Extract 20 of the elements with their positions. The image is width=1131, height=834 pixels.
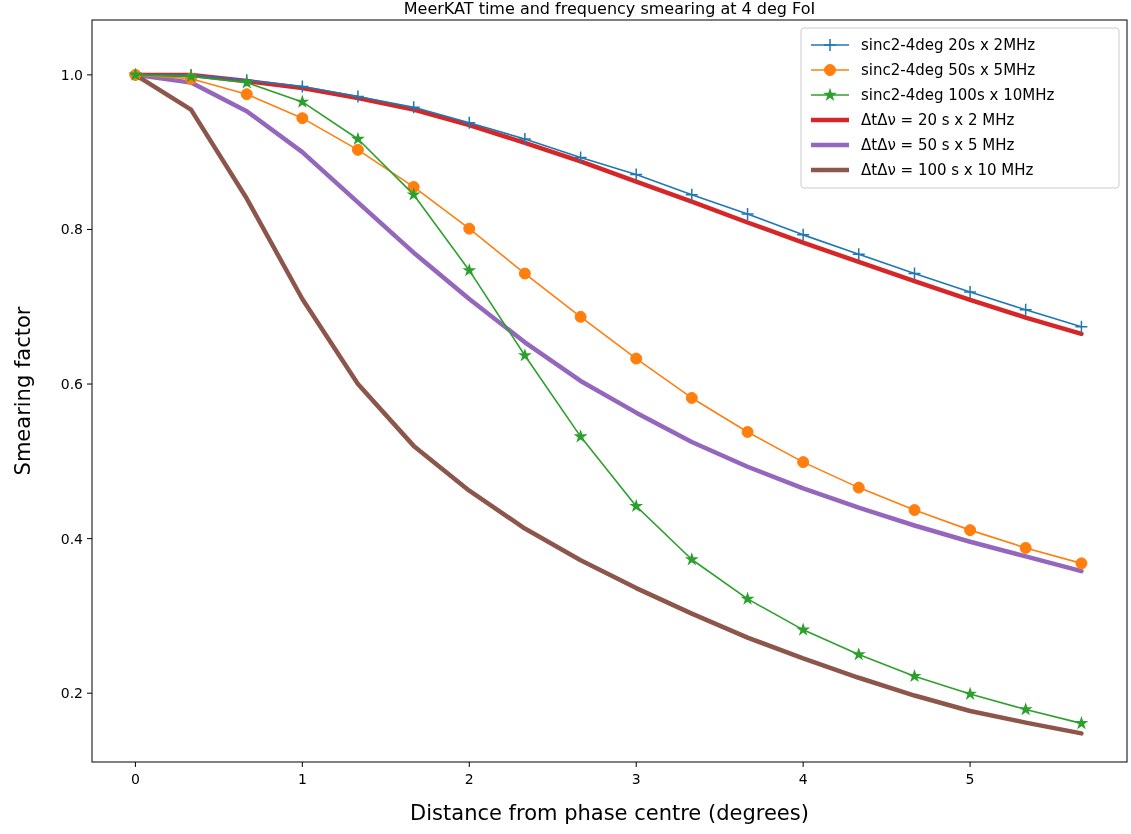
y-tick-label: 1.0 [60,66,83,83]
x-tick-label: 0 [130,771,140,787]
x-axis-title: Distance from phase centre (degrees) [410,801,809,825]
y-axis-title: Smearing factor [11,306,35,476]
x-tick-label: 1 [297,771,307,787]
y-tick-label: 0.8 [60,221,83,238]
x-tick-label: 4 [798,771,808,787]
legend-label: ΔtΔν = 20 s x 2 MHz [861,111,1015,129]
y-tick-label: 0.4 [60,530,84,547]
x-tick-label: 5 [965,771,975,787]
x-tick-label: 3 [631,771,641,787]
y-tick-label: 0.2 [60,685,83,702]
legend-label: sinc2-4deg 100s x 10MHz [861,86,1055,104]
legend-label: sinc2-4deg 50s x 5MHz [861,61,1036,79]
legend-label: ΔtΔν = 100 s x 10 MHz [861,161,1034,179]
chart-title: MeerKAT time and frequency smearing at 4 deg FoI [403,0,816,18]
legend-label: ΔtΔν = 50 s x 5 MHz [861,136,1015,154]
x-tick-label: 2 [464,771,474,787]
legend-label: sinc2-4deg 20s x 2MHz [861,36,1036,54]
y-tick-label: 0.6 [60,376,84,393]
